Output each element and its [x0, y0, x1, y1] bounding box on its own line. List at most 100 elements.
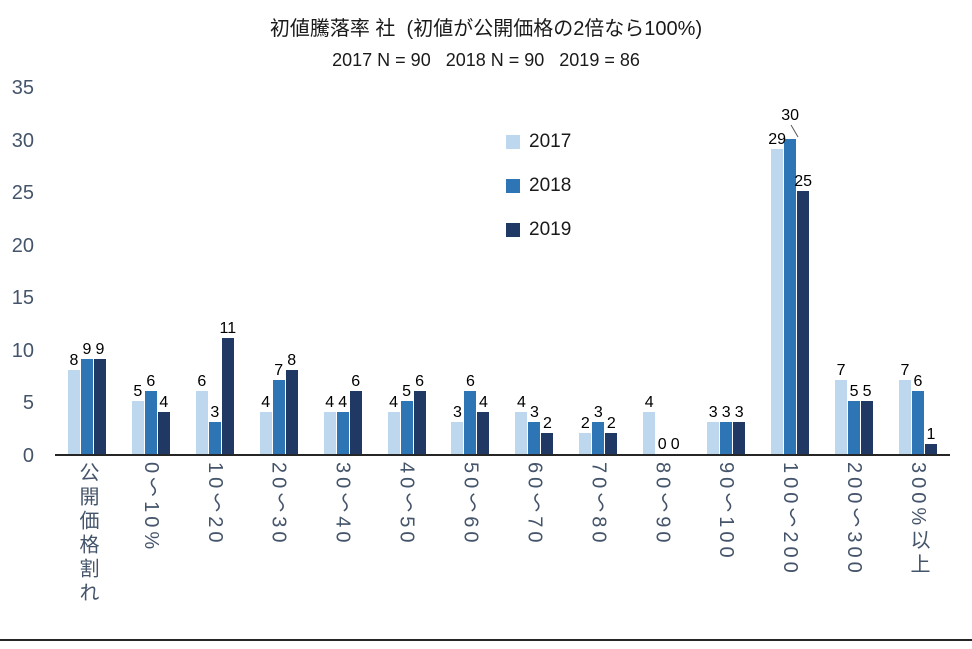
bar: [221, 338, 234, 454]
bar: [157, 411, 170, 454]
bar-label: 3: [453, 404, 462, 422]
bar-label: 6: [197, 372, 207, 390]
legend-label: 2019: [529, 219, 572, 240]
bar-unit: 6: [195, 372, 208, 454]
bar-unit: 4: [157, 394, 170, 454]
bar-label: 6: [466, 372, 475, 390]
bar-unit: 7: [898, 362, 911, 454]
x-axis-label: 60〜70: [523, 462, 546, 547]
legend: 2017 2018 2019: [506, 131, 571, 241]
bar-unit: 5: [861, 383, 874, 454]
bar: [911, 390, 924, 454]
bar: [720, 422, 733, 454]
bar-unit: 11: [219, 320, 237, 454]
bar-label: 6: [146, 372, 156, 390]
x-axis-label-cell: 300%以上: [886, 462, 950, 634]
bar: [643, 411, 656, 454]
bar-label: 11: [219, 320, 237, 338]
y-tick-label: 35: [11, 77, 34, 99]
bar-unit: 8: [67, 352, 80, 454]
bar: [605, 432, 618, 454]
bar: [272, 380, 285, 454]
bar: [861, 401, 874, 454]
bar: [848, 401, 861, 454]
bar: [413, 390, 426, 454]
y-tick-label: 30: [11, 129, 34, 152]
x-axis-label: 80〜90: [651, 462, 674, 547]
bar: [579, 432, 592, 454]
bar: [835, 380, 848, 454]
x-axis-label-cell: 200〜300: [822, 462, 886, 634]
bar-label: 6: [351, 372, 361, 390]
legend-item: 2018: [506, 175, 571, 197]
bar-unit: 4: [259, 394, 272, 454]
x-axis-label-cell: 100〜200: [758, 462, 822, 634]
bar-unit: 3: [720, 404, 733, 454]
x-axis-label: 40〜50: [395, 462, 418, 547]
x-axis-label: 公開価格割れ: [75, 462, 98, 606]
bar-label: 3: [708, 404, 718, 422]
y-tick-label: 5: [22, 392, 34, 415]
leader-line: [790, 124, 799, 137]
x-axis-labels: 公開価格割れ 0〜10% 10〜20 20〜30 30〜40 40〜50 50〜60 60〜7…: [55, 462, 950, 634]
bar-label: 3: [529, 404, 539, 422]
legend-swatch: [506, 179, 520, 193]
bar-unit: 25: [794, 173, 812, 454]
x-axis-label-cell: 90〜100: [694, 462, 758, 634]
x-axis-label-cell: 70〜80: [566, 462, 630, 634]
bar: [208, 422, 221, 454]
x-axis-label: 20〜30: [267, 462, 290, 547]
bar-label: 9: [82, 341, 92, 359]
chart-title: 初値騰落率 社 (初値が公開価格の2倍なら100%): [269, 18, 703, 40]
bar: [336, 411, 349, 454]
bar-unit: 0: [656, 436, 668, 454]
bar-unit: 9: [80, 341, 93, 454]
bar-unit: 8: [285, 352, 298, 454]
bar: [144, 390, 157, 454]
bar-unit: 3: [592, 404, 605, 454]
y-tick-label: 15: [11, 287, 34, 310]
bar: [451, 422, 464, 454]
bar: [528, 422, 541, 454]
x-axis-label: 10〜20: [203, 462, 226, 547]
bar-label: 3: [593, 404, 603, 422]
bar-label: 5: [133, 383, 143, 401]
bar: [387, 411, 400, 454]
bar-unit: 5: [848, 383, 861, 454]
bar-unit: 30: [781, 106, 799, 454]
x-axis-label-cell: 80〜90: [630, 462, 694, 634]
bar-unit: 3: [208, 404, 221, 454]
bar-label: 7: [274, 362, 284, 380]
bar-unit: 4: [515, 394, 528, 454]
x-axis-label-cell: 20〜30: [247, 462, 311, 634]
bar-unit: 4: [387, 394, 400, 454]
bar: [131, 401, 144, 454]
x-axis-label: 50〜60: [459, 462, 482, 547]
bar-unit: 2: [605, 415, 618, 454]
bar-unit: 4: [643, 394, 656, 454]
bar: [67, 369, 80, 454]
bar-label: 3: [721, 404, 731, 422]
bar-label: 5: [862, 383, 872, 401]
plot-area: 8 9 9 5 6 4 6 3 11 4 7 8 4 4 6 4 5 6 3 6 4 4 3 2 2 3 2 4 0 0 3 3 3 29 30 25…: [55, 88, 950, 456]
bar-unit: 6: [911, 373, 924, 454]
bar-label: 4: [338, 393, 348, 411]
bar: [797, 191, 810, 454]
bar-label: 9: [95, 341, 105, 359]
bar-unit: 1: [924, 426, 937, 454]
bottom-border: [0, 639, 972, 641]
bar-label: 25: [794, 173, 812, 191]
bar-label: 2: [542, 414, 552, 432]
y-axis: 0 5 10 15 20 25 30 35: [0, 77, 40, 467]
bar-label: 0: [657, 436, 667, 453]
bar-label: 30: [781, 106, 799, 124]
bar-label: 6: [415, 372, 425, 390]
bar-unit: 4: [336, 393, 349, 454]
bar-unit: 4: [477, 394, 490, 454]
